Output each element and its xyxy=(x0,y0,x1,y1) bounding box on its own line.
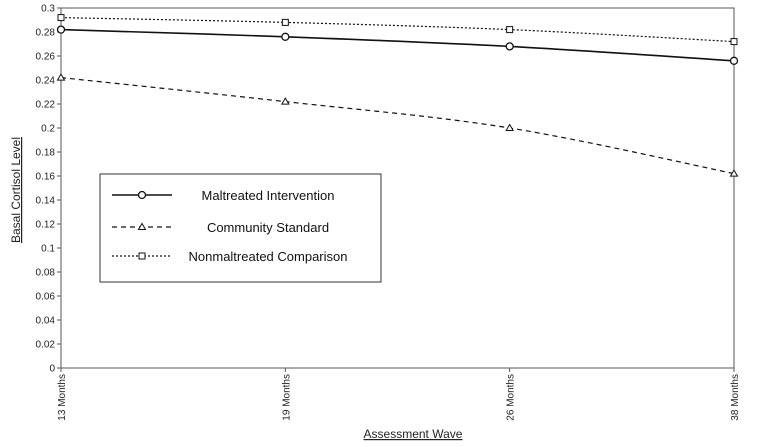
y-tick-label: 0.08 xyxy=(36,268,56,279)
data-point xyxy=(506,26,514,34)
axes xyxy=(60,7,735,369)
y-tick-label: 0.28 xyxy=(36,28,56,39)
data-point xyxy=(280,97,290,105)
legend-label: Nonmaltreated Comparison xyxy=(189,249,348,264)
data-point xyxy=(56,73,66,81)
x-axis-ticks: 13 Months 19 Months 26 Months 38 Months xyxy=(57,368,741,421)
y-tick-label: 0.26 xyxy=(36,52,56,63)
legend-swatch-marker xyxy=(137,222,147,230)
legend-swatch-marker xyxy=(137,190,147,200)
data-point xyxy=(57,14,65,22)
y-tick-label: 0.18 xyxy=(36,148,56,159)
y-tick-label: 0.16 xyxy=(36,172,56,183)
legend-label: Maltreated Intervention xyxy=(202,188,335,203)
y-tick-label: 0.22 xyxy=(36,100,56,111)
x-tick-label: 19 Months xyxy=(281,374,292,421)
series-nonmaltreated-comparison xyxy=(57,14,738,46)
series-line xyxy=(60,28,735,62)
legend-swatch-marker xyxy=(138,252,146,260)
series-line xyxy=(60,77,735,175)
data-point xyxy=(281,32,290,41)
data-point xyxy=(729,56,739,65)
y-axis-ticks: 0 0.02 0.04 0.06 0.08 0.1 0.12 0.14 0.16 0.18 0.2 0… xyxy=(36,4,61,375)
x-tick-label: 13 Months xyxy=(57,374,68,421)
y-tick-label: 0.12 xyxy=(36,220,56,231)
legend: Maltreated Intervention Community Standar… xyxy=(99,173,382,283)
y-tick-label: 0 xyxy=(49,364,55,375)
y-tick-label: 0.2 xyxy=(41,124,55,135)
x-tick-label: 38 Months xyxy=(730,374,741,421)
plot-area-frame xyxy=(60,7,735,369)
x-axis-title: Assessment Wave xyxy=(364,427,463,441)
y-tick-label: 0.24 xyxy=(36,76,56,87)
y-axis-title: Basal Cortisol Level xyxy=(9,137,23,243)
data-point xyxy=(729,169,739,177)
series-maltreated-intervention xyxy=(56,25,739,65)
y-tick-label: 0.14 xyxy=(36,196,56,207)
x-tick-label: 26 Months xyxy=(506,374,517,421)
y-tick-label: 0.06 xyxy=(36,292,56,303)
y-tick-label: 0.02 xyxy=(36,340,56,351)
legend-box xyxy=(99,173,382,283)
data-point xyxy=(730,38,738,46)
data-point xyxy=(505,123,515,131)
y-tick-label: 0.04 xyxy=(36,316,56,327)
series-line xyxy=(60,17,735,43)
data-point xyxy=(56,25,66,34)
series-layer xyxy=(56,14,739,177)
series-community-standard xyxy=(56,73,739,177)
legend-label: Community Standard xyxy=(207,220,329,235)
y-tick-label: 0.3 xyxy=(41,4,55,15)
data-point xyxy=(281,18,289,26)
y-tick-label: 0.1 xyxy=(41,244,55,255)
data-point xyxy=(505,42,514,51)
